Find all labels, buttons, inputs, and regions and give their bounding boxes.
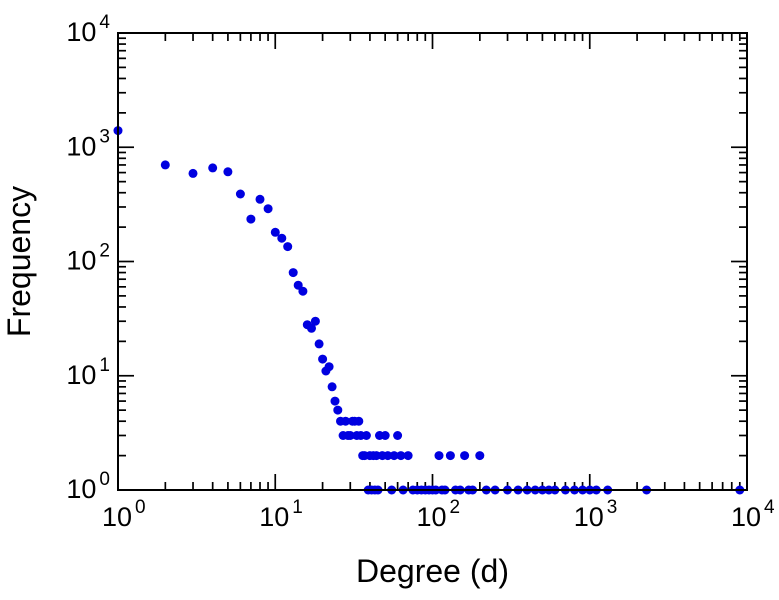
- data-point: [223, 167, 233, 177]
- data-point: [324, 362, 334, 372]
- data-point: [445, 451, 455, 461]
- data-point: [208, 163, 218, 173]
- data-point: [333, 405, 343, 415]
- x-tick-label: 10 3: [574, 497, 618, 532]
- x-tick-label: 10 1: [259, 497, 303, 532]
- data-point: [403, 451, 413, 461]
- data-point: [288, 268, 298, 278]
- x-tick-label: 10 2: [417, 497, 461, 532]
- data-point: [188, 168, 198, 178]
- x-tick-label: 10 0: [102, 497, 146, 532]
- data-points: [113, 126, 745, 495]
- axis-ticks: [117, 32, 748, 491]
- data-point: [270, 227, 280, 237]
- data-point: [263, 204, 273, 214]
- data-point: [361, 431, 371, 440]
- data-point: [354, 416, 364, 426]
- data-point: [327, 382, 337, 392]
- data-point: [460, 451, 470, 461]
- data-point: [255, 194, 265, 204]
- data-point: [345, 431, 355, 440]
- y-tick-label: 10 4: [66, 12, 110, 47]
- data-point: [160, 160, 170, 170]
- y-tick-label: 10 1: [66, 355, 110, 390]
- x-tick-labels: 10 0 10 1 10 2 10 3 10 4: [102, 497, 775, 532]
- data-point: [307, 323, 316, 333]
- data-point: [380, 431, 390, 440]
- data-point: [330, 396, 340, 406]
- data-point: [393, 431, 403, 440]
- data-point: [277, 233, 287, 243]
- data-point: [396, 451, 406, 461]
- data-point: [475, 451, 485, 461]
- x-tick-label: 10 4: [731, 497, 775, 532]
- data-point: [235, 189, 245, 199]
- data-point: [389, 451, 399, 461]
- plot-frame: [117, 32, 748, 491]
- y-tick-label: 10 3: [66, 126, 110, 161]
- data-point: [434, 451, 444, 461]
- data-point: [298, 286, 308, 296]
- data-point: [314, 339, 324, 349]
- y-tick-label: 10 2: [66, 241, 110, 276]
- x-axis-label: Degree (d): [356, 553, 509, 589]
- y-tick-label: 10 0: [66, 469, 110, 504]
- data-point: [246, 214, 256, 224]
- y-axis-label: Frequency: [1, 186, 37, 337]
- data-point: [310, 316, 320, 326]
- data-point: [318, 354, 328, 364]
- data-point: [283, 242, 293, 252]
- data-point: [383, 451, 393, 461]
- data-point: [341, 416, 351, 426]
